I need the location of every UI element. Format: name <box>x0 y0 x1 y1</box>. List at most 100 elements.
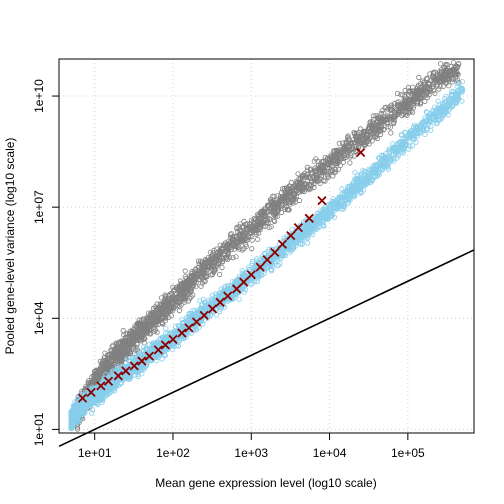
data-point <box>133 324 139 330</box>
data-point <box>403 102 409 108</box>
data-point <box>380 117 387 123</box>
data-point <box>140 324 147 330</box>
data-point <box>310 174 317 180</box>
data-point <box>266 215 272 221</box>
data-point <box>257 224 263 230</box>
data-point <box>416 74 422 81</box>
data-point <box>163 325 169 332</box>
data-point <box>217 251 223 257</box>
data-point <box>444 61 450 68</box>
data-point <box>352 130 358 137</box>
data-point <box>394 90 401 97</box>
data-point <box>268 197 274 203</box>
data-point <box>184 281 190 288</box>
data-point <box>162 352 169 359</box>
data-point <box>141 316 147 322</box>
data-point <box>224 254 230 260</box>
data-point <box>187 296 193 302</box>
data-point <box>419 88 425 94</box>
data-point <box>387 124 393 130</box>
data-point <box>341 195 347 201</box>
data-point <box>200 296 206 302</box>
data-point <box>391 158 397 164</box>
data-point <box>313 156 319 162</box>
data-point <box>193 266 199 273</box>
data-point <box>214 263 220 269</box>
data-point <box>308 180 314 186</box>
data-point <box>403 104 409 110</box>
data-point <box>207 259 214 265</box>
data-point <box>366 122 373 128</box>
data-point <box>112 348 118 354</box>
data-point <box>343 146 349 152</box>
data-point <box>251 215 257 222</box>
data-point <box>336 194 342 200</box>
data-point <box>419 91 425 97</box>
data-point <box>287 192 293 198</box>
data-point <box>449 76 455 82</box>
data-point <box>127 348 133 355</box>
data-point <box>391 100 398 107</box>
data-point <box>349 144 356 150</box>
data-point <box>210 267 216 273</box>
data-point <box>402 93 408 99</box>
data-point <box>364 128 370 135</box>
data-point <box>427 71 433 77</box>
data-point <box>127 342 133 349</box>
data-point <box>139 317 145 323</box>
data-point <box>113 340 119 346</box>
data-point <box>200 268 206 274</box>
data-point <box>407 133 413 139</box>
data-point <box>359 140 365 146</box>
data-point <box>198 283 204 289</box>
data-point <box>154 329 160 335</box>
data-point <box>369 138 375 144</box>
data-point <box>252 217 258 223</box>
data-point <box>291 240 298 246</box>
data-point <box>230 234 236 240</box>
data-point <box>217 271 223 278</box>
data-point <box>211 247 217 253</box>
data-point <box>325 202 332 208</box>
data-point <box>177 278 183 284</box>
data-point <box>351 129 357 135</box>
data-point <box>151 328 157 334</box>
points-layer <box>68 60 465 432</box>
data-point <box>135 371 141 377</box>
data-point <box>169 301 175 307</box>
data-point <box>333 147 339 153</box>
data-point <box>168 307 174 313</box>
data-point <box>437 83 443 90</box>
data-point <box>255 230 262 236</box>
data-point <box>149 309 155 315</box>
data-point <box>324 156 330 162</box>
data-point <box>419 95 425 101</box>
data-point <box>217 248 223 254</box>
data-point <box>182 268 188 274</box>
data-point <box>305 240 311 246</box>
data-point <box>159 309 166 315</box>
data-point <box>271 209 277 215</box>
data-point <box>175 298 181 304</box>
data-point <box>255 236 261 242</box>
data-point <box>325 174 331 180</box>
data-point <box>193 279 200 285</box>
data-point <box>391 120 397 127</box>
data-point <box>129 333 135 339</box>
data-point <box>287 201 293 207</box>
data-point <box>409 143 416 149</box>
data-point <box>196 276 202 283</box>
data-point <box>246 233 252 239</box>
data-point <box>455 91 461 97</box>
data-point <box>195 258 202 264</box>
data-point <box>216 254 222 260</box>
data-point <box>173 323 179 329</box>
data-point <box>111 351 118 357</box>
data-point <box>335 166 341 172</box>
data-point <box>284 189 290 195</box>
data-point <box>239 235 245 241</box>
data-point <box>231 237 237 243</box>
data-point <box>377 120 383 126</box>
data-point <box>403 109 409 115</box>
